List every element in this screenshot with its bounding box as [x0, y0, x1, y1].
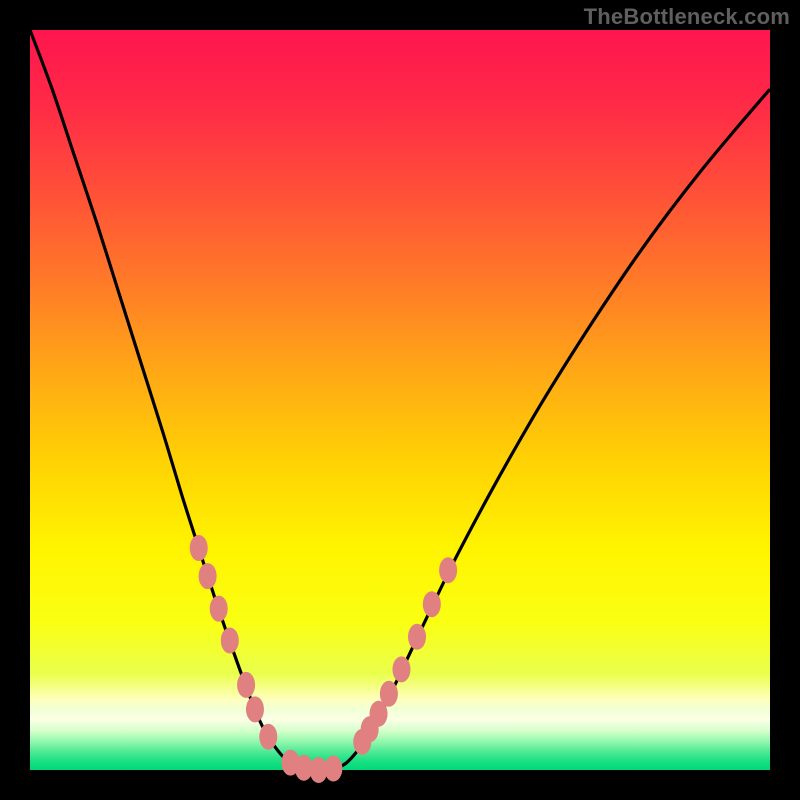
marker-right [408, 624, 426, 650]
marker-left [237, 672, 255, 698]
chart-container: { "watermark": { "text": "TheBottleneck.… [0, 0, 800, 800]
marker-right [439, 557, 457, 583]
marker-right [392, 656, 410, 682]
marker-right [423, 591, 441, 617]
marker-bottom [324, 756, 342, 782]
marker-left [221, 628, 239, 654]
marker-left [246, 696, 264, 722]
marker-right [380, 681, 398, 707]
marker-left [259, 724, 277, 750]
marker-left [190, 535, 208, 561]
marker-left [199, 563, 217, 589]
marker-left [210, 596, 228, 622]
bottleneck-chart [0, 0, 800, 800]
watermark-text: TheBottleneck.com [584, 4, 790, 30]
